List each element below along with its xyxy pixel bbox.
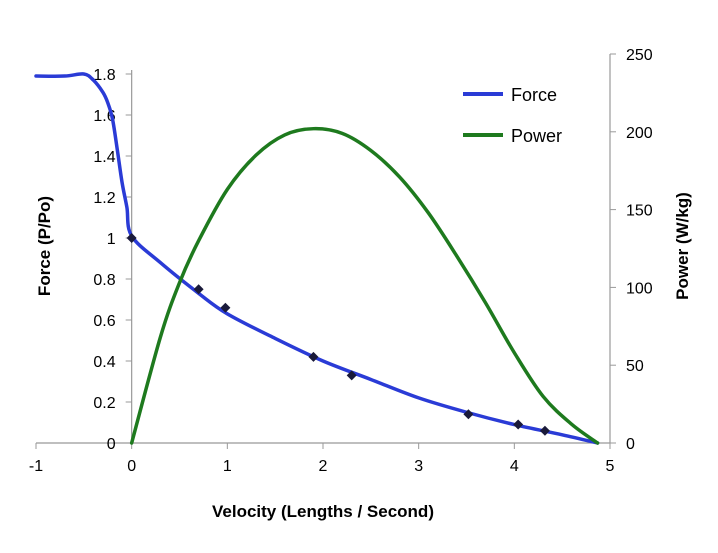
data-point-marker [513, 419, 524, 430]
x-tick-label: 0 [127, 458, 136, 475]
series-layer [34, 72, 600, 445]
y-right-tick-label: 200 [626, 125, 653, 142]
y-left-tick-label: 1 [107, 231, 116, 248]
y-left-tick-label: 1.4 [93, 149, 115, 166]
x-tick-label: 3 [414, 458, 423, 475]
data-point-marker [539, 425, 550, 436]
series-line-power [129, 126, 600, 445]
axes: -1 0 1 2 3 4 500.20.40.60.811.21.41.61.8050100… [29, 47, 653, 475]
y-left-tick-label: 1.8 [93, 67, 115, 84]
x-tick-label: 4 [510, 458, 519, 475]
data-point-marker [308, 351, 319, 362]
data-point-marker [220, 302, 231, 313]
legend: Force Power [463, 85, 562, 146]
y-left-tick-label: 1.2 [93, 190, 115, 207]
x-axis-title: Velocity (Lengths / Second) [212, 502, 434, 521]
axis-titles: Velocity (Lengths / Second) Force (P/Po)… [35, 192, 692, 521]
x-tick-label: 1 [223, 458, 232, 475]
data-point-marker [463, 409, 474, 420]
y-left-tick-label: 0.2 [93, 395, 115, 412]
data-point-marker [346, 370, 357, 381]
y-right-tick-label: 250 [626, 47, 653, 64]
x-tick-label: 2 [319, 458, 328, 475]
x-tick-label: -1 [29, 458, 43, 475]
y-right-axis-title: Power (W/kg) [673, 192, 692, 300]
y-right-tick-label: 100 [626, 280, 653, 297]
y-left-tick-label: 0.8 [93, 272, 115, 289]
y-left-axis-title: Force (P/Po) [35, 196, 54, 296]
legend-label: Power [511, 126, 562, 146]
y-left-tick-label: 0.6 [93, 313, 115, 330]
y-left-tick-label: 0.4 [93, 354, 115, 371]
legend-label: Force [511, 85, 557, 105]
y-left-tick-label: 0 [107, 436, 116, 453]
data-point-marker [193, 284, 204, 295]
data-point-marker [126, 233, 137, 243]
y-right-tick-label: 150 [626, 203, 653, 220]
y-right-tick-label: 0 [626, 436, 635, 453]
series-line-force [34, 72, 600, 445]
y-right-tick-label: 50 [626, 358, 644, 375]
x-tick-label: 5 [606, 458, 615, 475]
